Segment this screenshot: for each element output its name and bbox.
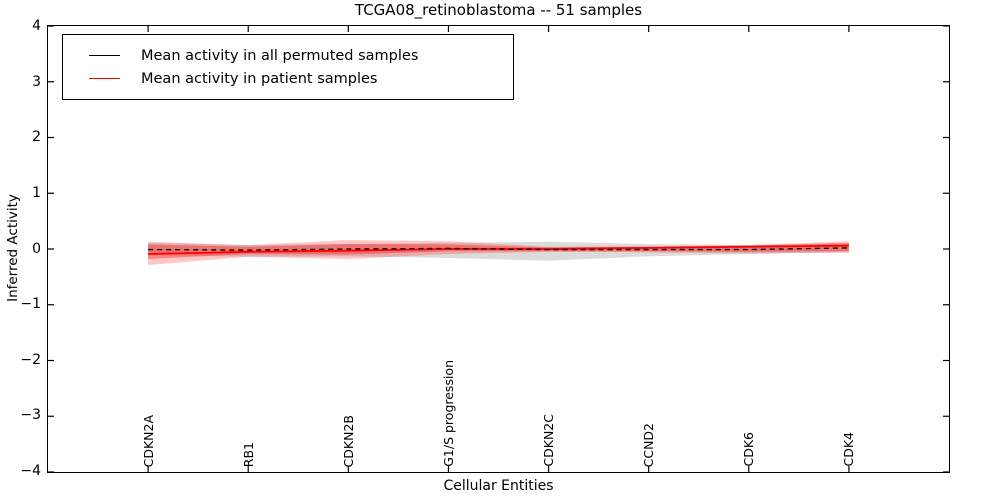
- y-tick-label: −2: [20, 351, 41, 368]
- y-tick-label: 4: [32, 18, 41, 34]
- x-tick-label: CDKN2A: [140, 414, 156, 467]
- legend-line-sample-permuted: [89, 55, 120, 56]
- y-tick-label: −4: [20, 463, 41, 479]
- y-tick-label: −3: [20, 407, 41, 424]
- x-tick-label: CDK4: [840, 432, 856, 467]
- legend-label: Mean activity in all permuted samples: [141, 47, 419, 64]
- plot-area: Mean activity in all permuted samples Me…: [47, 25, 950, 473]
- y-tick-label: 1: [32, 184, 41, 201]
- permuted-samples-range: [148, 241, 849, 261]
- x-axis-label: Cellular Entities: [443, 478, 554, 494]
- x-tick-label: CCND2: [640, 422, 656, 467]
- x-tick-label: CDKN2C: [540, 414, 556, 467]
- chart-title: TCGA08_retinoblastoma -- 51 samples: [354, 1, 643, 19]
- y-tick-label: 3: [32, 73, 41, 90]
- y-tick-label: 2: [32, 129, 41, 146]
- chart-canvas: [48, 26, 949, 472]
- x-tick-label: RB1: [240, 441, 256, 467]
- legend-label: Mean activity in patient samples: [141, 70, 378, 87]
- y-tick-label: −1: [20, 296, 41, 313]
- x-tick-label: G1/S progression: [440, 360, 456, 467]
- series-line: [148, 244, 849, 255]
- patient-samples-range-outer: [148, 240, 849, 266]
- x-tick-label: CDKN2B: [340, 414, 356, 467]
- legend-entry-permuted: Mean activity in all permuted samples: [63, 48, 513, 64]
- y-tick-label: 0: [32, 240, 41, 257]
- legend: Mean activity in all permuted samples Me…: [62, 34, 514, 100]
- legend-line-sample-patient: [89, 78, 120, 79]
- x-tick-label: CDK6: [740, 432, 756, 467]
- legend-entry-patient: Mean activity in patient samples: [63, 71, 513, 87]
